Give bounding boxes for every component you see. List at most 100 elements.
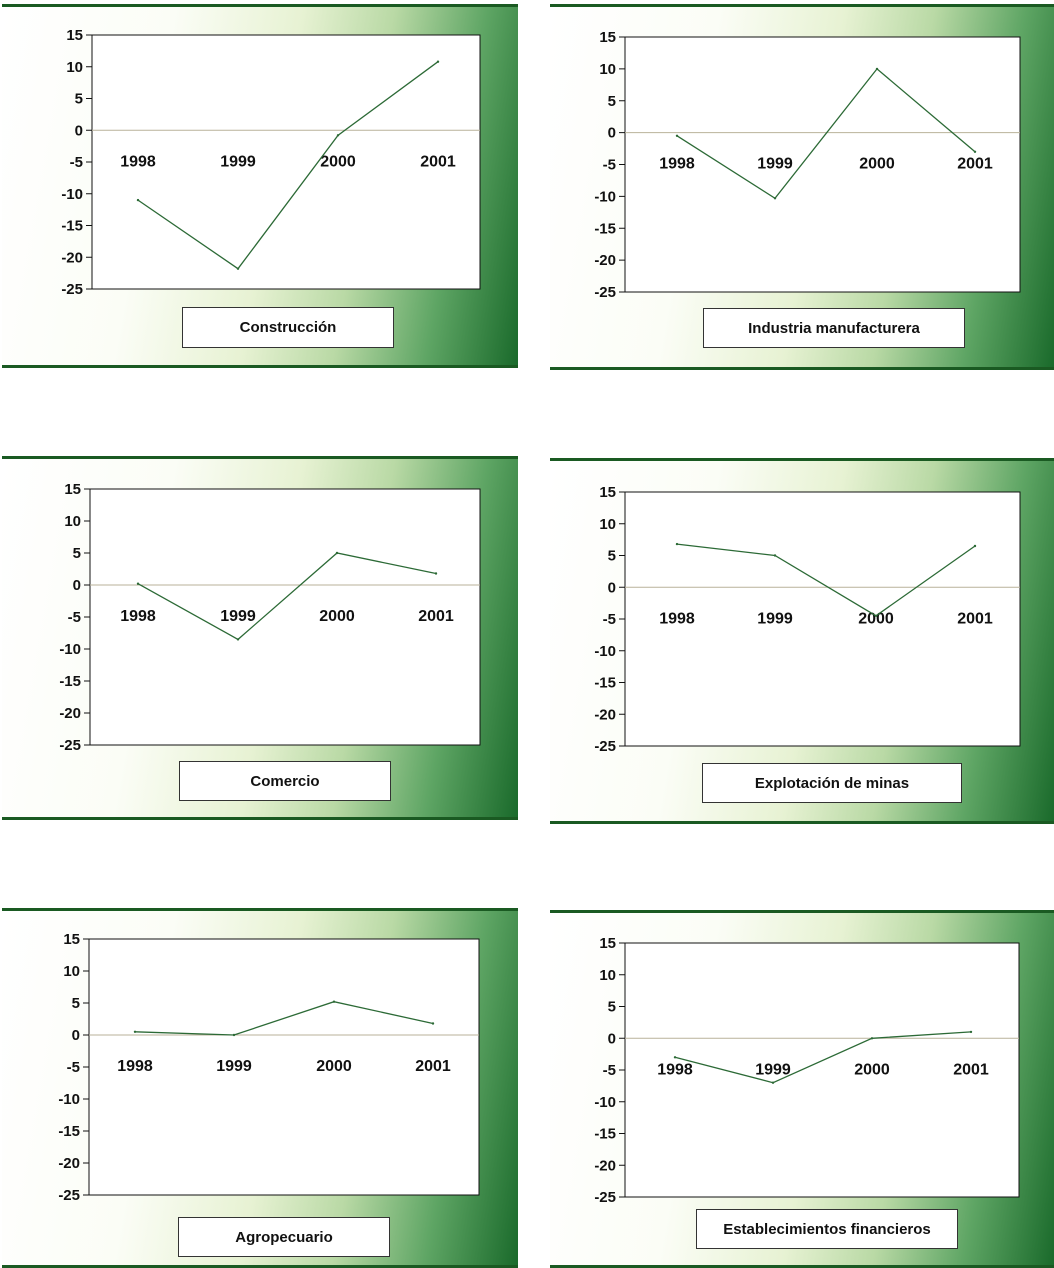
data-point bbox=[969, 1030, 973, 1034]
x-tick-label: 1998 bbox=[657, 1061, 693, 1078]
data-point bbox=[875, 67, 879, 71]
data-point bbox=[434, 572, 438, 575]
chart-panel-comercio: 15 10 5 0 -5 -10 -15 -20 -25 1998 1999 2000 2001 Com… bbox=[2, 456, 518, 820]
chart-title-box: Agropecuario bbox=[178, 1217, 390, 1257]
x-tick-label: 2001 bbox=[420, 153, 456, 170]
y-tick-label: -20 bbox=[61, 249, 83, 266]
y-tick-label: -25 bbox=[594, 284, 616, 301]
x-tick-label: 2000 bbox=[316, 1058, 352, 1075]
y-tick-label: -10 bbox=[59, 641, 81, 658]
data-point bbox=[675, 542, 679, 546]
x-tick-label: 2001 bbox=[957, 156, 993, 173]
x-tick-label: 2000 bbox=[320, 153, 356, 170]
y-tick-label: 0 bbox=[73, 577, 81, 594]
data-point bbox=[335, 551, 339, 555]
data-point bbox=[773, 554, 777, 557]
series-line bbox=[674, 1031, 972, 1084]
data-point bbox=[973, 544, 977, 548]
y-tick-label: 0 bbox=[608, 579, 616, 596]
y-tick-label: 10 bbox=[599, 61, 616, 78]
data-point bbox=[870, 1037, 874, 1040]
y-tick-label: 5 bbox=[608, 93, 616, 110]
x-tick-label: 1998 bbox=[117, 1058, 153, 1075]
line-chart-construccion: 15 10 5 0 -5 -10 -15 -20 -25 1998 1999 2000 2001 bbox=[61, 27, 481, 298]
y-tick-label: 10 bbox=[63, 963, 80, 980]
line-chart-explotacion-de-minas: 15 10 5 0 -5 -10 -15 -20 -25 1998 1999 2000 2001 bbox=[594, 484, 1021, 755]
y-tick-label: 10 bbox=[64, 513, 81, 530]
y-tick-label: -20 bbox=[594, 706, 616, 723]
line-chart-agropecuario: 15 10 5 0 -5 -10 -15 -20 -25 1998 1999 2000 2001 bbox=[58, 931, 480, 1204]
y-tick-label: 5 bbox=[608, 548, 616, 565]
x-tick-label: 1998 bbox=[659, 610, 695, 627]
y-tick-label: 15 bbox=[599, 29, 616, 46]
data-point bbox=[136, 582, 140, 585]
y-tick-label: -5 bbox=[68, 609, 81, 626]
y-tick-label: -10 bbox=[594, 643, 616, 660]
y-tick-label: 15 bbox=[64, 481, 81, 498]
y-tick-label: -5 bbox=[603, 1062, 616, 1079]
y-tick-label: 5 bbox=[73, 545, 81, 562]
y-tick-label: -5 bbox=[70, 154, 83, 171]
y-tick-label: 10 bbox=[599, 516, 616, 533]
x-tick-label: 2001 bbox=[418, 608, 454, 625]
x-tick-label: 2000 bbox=[319, 608, 355, 625]
data-point bbox=[675, 134, 679, 137]
x-tick-label: 2000 bbox=[854, 1061, 890, 1078]
series-line bbox=[137, 61, 439, 270]
y-tick-label: 5 bbox=[72, 995, 80, 1012]
y-tick-label: 5 bbox=[75, 91, 83, 108]
plot-area bbox=[88, 938, 480, 1196]
y-tick-label: -10 bbox=[61, 186, 83, 203]
chart-title-box: Construcción bbox=[182, 307, 394, 348]
y-tick-label: -20 bbox=[594, 1157, 616, 1174]
x-tick-label: 2001 bbox=[415, 1058, 451, 1075]
data-point bbox=[673, 1056, 677, 1059]
data-point bbox=[436, 60, 440, 63]
y-tick-label: -5 bbox=[67, 1059, 80, 1076]
x-tick-label: 2001 bbox=[953, 1061, 989, 1078]
chart-panel-construccion: 15 10 5 0 -5 -10 -15 -20 -25 1998 1999 2000 2001 Con… bbox=[2, 4, 518, 368]
data-point bbox=[771, 1081, 775, 1084]
data-point bbox=[773, 197, 777, 200]
y-tick-label: -10 bbox=[594, 1094, 616, 1111]
chart-panel-establecimientos-financieros: 15 10 5 0 -5 -10 -15 -20 -25 1998 1999 2000 2001 Est… bbox=[550, 910, 1054, 1268]
series-line bbox=[134, 1001, 434, 1036]
line-chart-industria-manufacturera: 15 10 5 0 -5 -10 -15 -20 -25 1998 1999 2000 2001 bbox=[594, 29, 1021, 301]
y-tick-label: -10 bbox=[594, 188, 616, 205]
x-tick-label: 1999 bbox=[220, 153, 256, 170]
y-tick-label: -15 bbox=[594, 1126, 616, 1143]
x-tick-label: 1999 bbox=[220, 608, 256, 625]
y-tick-label: -25 bbox=[59, 737, 81, 754]
series-line bbox=[676, 543, 976, 617]
y-tick-label: -25 bbox=[594, 1189, 616, 1206]
data-point bbox=[133, 1030, 137, 1033]
chart-title-box: Explotación de minas bbox=[702, 763, 962, 803]
data-point bbox=[232, 1033, 236, 1037]
y-tick-label: -15 bbox=[594, 675, 616, 692]
plot-area bbox=[91, 34, 481, 290]
plot-area bbox=[624, 942, 1020, 1198]
data-point bbox=[874, 614, 878, 617]
data-point bbox=[973, 150, 977, 153]
line-chart-establecimientos-financieros: 15 10 5 0 -5 -10 -15 -20 -25 1998 1999 2000 2001 bbox=[594, 935, 1020, 1206]
y-tick-label: -15 bbox=[61, 218, 83, 235]
x-tick-label: 1998 bbox=[120, 608, 156, 625]
line-chart-comercio: 15 10 5 0 -5 -10 -15 -20 -25 1998 1999 2000 2001 bbox=[59, 481, 481, 754]
data-point bbox=[336, 134, 340, 137]
chart-title-box: Comercio bbox=[179, 761, 391, 801]
y-tick-label: -20 bbox=[58, 1155, 80, 1172]
data-point bbox=[236, 267, 240, 270]
y-tick-label: 15 bbox=[66, 27, 83, 44]
y-tick-label: 10 bbox=[599, 967, 616, 984]
y-tick-label: -15 bbox=[58, 1123, 80, 1140]
x-tick-label: 2000 bbox=[859, 156, 895, 173]
x-tick-label: 2000 bbox=[858, 610, 894, 627]
y-tick-label: 15 bbox=[599, 484, 616, 501]
y-tick-label: -20 bbox=[594, 252, 616, 269]
chart-panel-agropecuario: 15 10 5 0 -5 -10 -15 -20 -25 1998 1999 2000 2001 Agr… bbox=[2, 908, 518, 1268]
y-tick-label: -5 bbox=[603, 611, 616, 628]
y-tick-label: 0 bbox=[608, 1030, 616, 1047]
x-tick-label: 1999 bbox=[757, 610, 793, 627]
plot-area bbox=[624, 491, 1021, 747]
chart-panel-industria-manufacturera: 15 10 5 0 -5 -10 -15 -20 -25 1998 1999 2000 2001 Ind… bbox=[550, 4, 1054, 370]
